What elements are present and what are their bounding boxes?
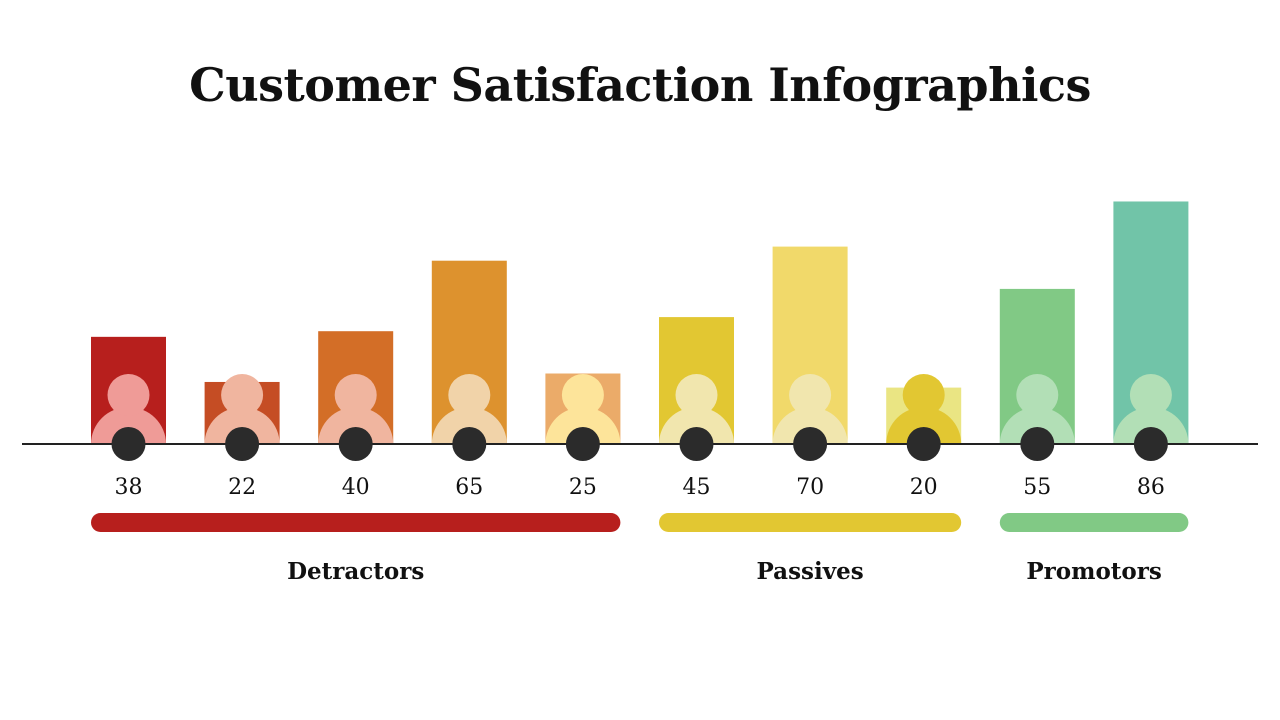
- person-body-icon: [545, 407, 621, 444]
- person-head-icon: [902, 374, 945, 416]
- baseline-marker: [452, 427, 487, 461]
- person-head-icon: [1016, 374, 1059, 416]
- person-body-icon: [204, 407, 280, 444]
- person-head-icon: [221, 374, 264, 416]
- group-bracket-detractors: [91, 513, 621, 532]
- person-body-icon: [659, 407, 734, 444]
- group-labels-layer: Detractors Passives Promotors: [91, 513, 1189, 585]
- bars-layer: [91, 201, 1189, 444]
- group-label-passives: Passives: [757, 558, 864, 585]
- baseline-marker: [565, 427, 600, 461]
- value-label-6: 45: [683, 475, 711, 500]
- person-body-icon: [318, 407, 394, 444]
- baseline-marker: [338, 427, 373, 461]
- value-label-5: 25: [569, 475, 597, 500]
- person-body-icon: [431, 407, 507, 444]
- person-body-icon: [999, 406, 1075, 444]
- baseline-marker: [679, 427, 714, 461]
- group-label-promotors: Promotors: [1026, 558, 1161, 585]
- value-label-9: 55: [1023, 475, 1051, 500]
- person-body-icon: [886, 407, 962, 444]
- baseline-marker: [225, 427, 260, 461]
- value-label-1: 38: [115, 475, 143, 500]
- value-label-3: 40: [342, 475, 370, 500]
- person-head-icon: [448, 374, 491, 416]
- value-label-8: 20: [910, 475, 938, 500]
- value-label-4: 65: [455, 475, 483, 500]
- value-label-2: 22: [228, 475, 256, 500]
- value-label-10: 86: [1137, 475, 1165, 500]
- person-head-icon: [334, 374, 377, 416]
- value-label-7: 70: [796, 475, 824, 500]
- baseline-marker: [906, 427, 941, 461]
- person-head-icon: [1129, 374, 1172, 416]
- value-labels-layer: 38 22 40 65 25 45 70 20 55 86: [115, 475, 1165, 500]
- group-label-detractors: Detractors: [287, 558, 424, 585]
- page-title: Customer Satisfaction Infographics: [189, 58, 1091, 112]
- person-head-icon: [675, 374, 718, 416]
- group-bracket-promotors: [999, 513, 1189, 532]
- person-body-icon: [91, 407, 166, 444]
- baseline-marker: [793, 427, 828, 461]
- baseline-marker: [111, 427, 146, 461]
- baseline-marker: [1133, 427, 1168, 461]
- markers-layer: [111, 427, 1168, 461]
- person-body-icon: [772, 407, 848, 444]
- person-body-icon: [1113, 407, 1189, 444]
- person-head-icon: [789, 374, 832, 416]
- baseline-marker: [1020, 427, 1055, 461]
- group-bracket-passives: [659, 513, 962, 532]
- person-head-icon: [107, 374, 150, 416]
- person-head-icon: [561, 374, 604, 416]
